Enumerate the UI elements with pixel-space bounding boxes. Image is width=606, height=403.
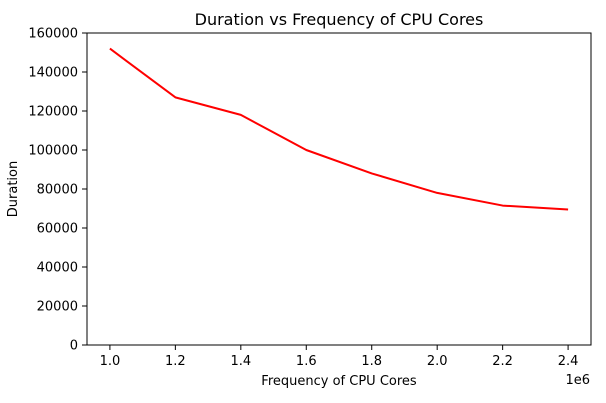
x-tick-label: 1.8 <box>361 354 382 369</box>
y-tick-label: 40000 <box>37 261 78 276</box>
x-axis-label: Frequency of CPU Cores <box>261 374 417 389</box>
x-axis-offset-label: 1e6 <box>565 373 590 388</box>
x-tick-label: 1.2 <box>165 354 186 369</box>
y-tick-label: 60000 <box>37 222 78 237</box>
y-tick-label: 140000 <box>28 66 78 81</box>
plot-frame <box>86 32 592 346</box>
x-tick-label: 1.6 <box>296 354 317 369</box>
x-tick-label: 2.2 <box>492 354 513 369</box>
x-tick-label: 2.4 <box>558 354 579 369</box>
x-tick-label: 1.4 <box>230 354 251 369</box>
y-tick-label: 0 <box>70 339 78 354</box>
x-tick-label: 1.0 <box>100 354 121 369</box>
y-tick-label: 120000 <box>28 105 78 120</box>
y-axis-label: Duration <box>6 161 21 217</box>
y-tick-label: 80000 <box>37 183 78 198</box>
series-line-0 <box>109 47 569 211</box>
plot-area: 1.0 1.2 1.4 1.6 1.8 2.0 2.2 2.4 0 20000 40000 60000… <box>28 27 592 369</box>
y-tick-label: 100000 <box>28 144 78 159</box>
y-tick-label: 20000 <box>37 300 78 315</box>
y-tick-label: 160000 <box>28 27 78 42</box>
chart-title: Duration vs Frequency of CPU Cores <box>195 10 484 29</box>
x-tick-label: 2.0 <box>427 354 448 369</box>
